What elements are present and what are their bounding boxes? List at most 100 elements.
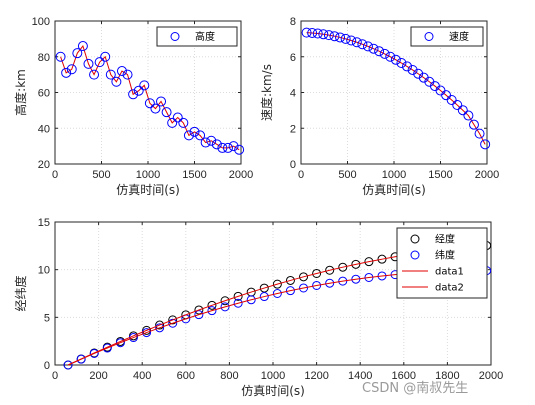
- legend-label: 纬度: [435, 249, 455, 262]
- data-point: [368, 43, 379, 54]
- x-tick-label: 400: [133, 370, 151, 382]
- data-point: [272, 289, 282, 298]
- data-point: [307, 27, 318, 38]
- data-point: [155, 323, 165, 333]
- legend-box: [156, 26, 238, 47]
- data-point: [155, 320, 165, 330]
- data-point: [272, 279, 282, 289]
- x-tick-label: 2000: [479, 370, 503, 382]
- plot-1: 0 500 1000 1500 2000 20 40 60 80 100 仿真时间(s) 高度:km 高…: [13, 16, 253, 197]
- plot-2: 0 500 1000 1500 2000 0 2 4 6 8 仿真时间(s) 速度:km/s 速度: [259, 16, 499, 197]
- y-axis-label: 经纬度: [13, 275, 28, 311]
- series-高度: [55, 41, 245, 155]
- data-point: [377, 254, 387, 264]
- data-point: [105, 69, 116, 80]
- data-point: [178, 117, 189, 128]
- data-point: [312, 280, 322, 290]
- data-point: [457, 105, 468, 116]
- data-point: [474, 128, 485, 139]
- y-tick-label: 10: [38, 265, 50, 277]
- x-tick-label: 1200: [304, 370, 328, 382]
- data-point: [379, 48, 390, 59]
- data-point: [346, 35, 357, 46]
- y-tick-label: 0: [44, 360, 50, 372]
- legend-marker: [410, 234, 420, 244]
- data-point: [357, 39, 368, 50]
- data-point: [446, 95, 457, 106]
- x-tick-label: 0: [298, 169, 304, 181]
- data-point: [211, 139, 222, 150]
- x-tick-label: 1000: [382, 169, 406, 181]
- data-point: [452, 100, 463, 111]
- data-point: [312, 268, 322, 278]
- data-point: [156, 96, 167, 107]
- data-point: [167, 117, 178, 128]
- data-point: [116, 66, 127, 77]
- legend-box: [396, 227, 488, 299]
- data-point: [168, 318, 178, 328]
- data-point: [480, 139, 491, 150]
- data-point: [351, 259, 361, 269]
- data-point: [220, 302, 230, 312]
- data-point: [318, 29, 329, 40]
- data-point: [55, 51, 66, 62]
- data-point: [195, 130, 206, 141]
- data-point: [325, 278, 335, 288]
- data-point: [338, 262, 348, 272]
- y-axis-label: 速度:km/s: [259, 64, 274, 121]
- data-point: [161, 107, 172, 118]
- x-tick-label: 600: [177, 370, 195, 382]
- x-tick-label: 0: [52, 370, 58, 382]
- legend-label: 速度: [449, 30, 469, 43]
- data-point: [351, 37, 362, 48]
- data-point: [83, 58, 94, 69]
- data-point: [142, 325, 152, 335]
- y-tick-label: 80: [38, 52, 50, 64]
- data-point: [206, 135, 217, 146]
- x-tick-label: 800: [220, 370, 238, 382]
- x-tick-label: 1500: [428, 169, 452, 181]
- data-point: [312, 28, 323, 39]
- y-tick-label: 15: [38, 217, 50, 229]
- data-point: [222, 142, 233, 153]
- data-point: [168, 315, 178, 325]
- legend-marker: [170, 32, 180, 41]
- x-tick-label: 2000: [475, 169, 499, 181]
- x-tick-label: 1500: [182, 169, 206, 181]
- plot-3: 0 200 400 600 800 1000 1200 1400 1600 1800 2000 0 5 1…: [13, 217, 503, 398]
- data-point: [325, 265, 335, 275]
- x-tick-label: 2000: [229, 169, 253, 181]
- data-point: [335, 32, 346, 43]
- data-point: [246, 295, 256, 305]
- legend-label: 高度: [195, 30, 215, 43]
- data-point: [122, 69, 133, 80]
- data-point: [364, 257, 374, 267]
- data-point: [128, 89, 139, 100]
- y-tick-label: 6: [290, 52, 296, 64]
- data-point: [329, 31, 340, 42]
- watermark-text: CSDN @南叔先生: [362, 380, 468, 396]
- y-tick-label: 8: [290, 16, 296, 28]
- axes-frame: [300, 20, 488, 165]
- data-point: [66, 64, 77, 75]
- data-point: [61, 67, 72, 78]
- data-point: [207, 300, 217, 310]
- data-point: [468, 119, 479, 130]
- legend: 高度: [156, 26, 238, 47]
- data-point: [63, 360, 73, 370]
- data-point: [385, 51, 396, 62]
- data-point: [299, 272, 309, 282]
- data-point: [299, 283, 309, 293]
- y-tick-label: 2: [290, 123, 296, 135]
- data-point: [217, 142, 228, 153]
- data-point: [89, 348, 99, 358]
- data-point: [89, 69, 100, 80]
- data-point: [390, 54, 401, 65]
- legend: 速度: [410, 26, 484, 47]
- data-point: [374, 46, 385, 57]
- y-tick-label: 40: [38, 123, 50, 135]
- data-point: [362, 41, 373, 52]
- data-point: [139, 80, 150, 91]
- legend-marker: [424, 32, 434, 41]
- data-point: [77, 41, 88, 52]
